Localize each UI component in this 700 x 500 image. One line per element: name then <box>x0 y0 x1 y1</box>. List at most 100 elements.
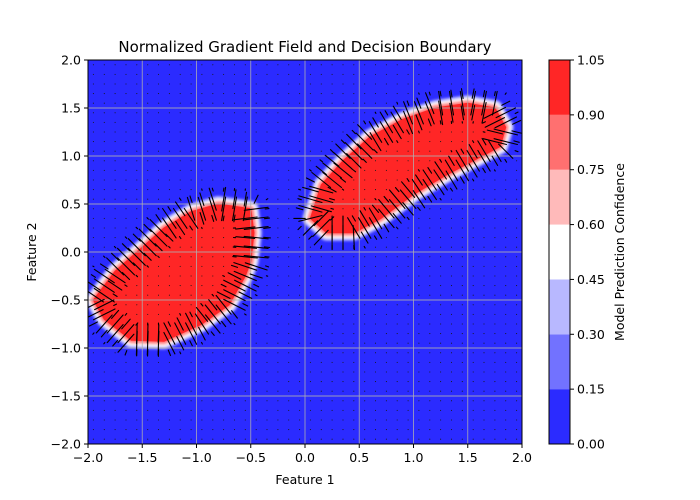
field-vector-point <box>440 64 442 66</box>
field-vector-point <box>342 381 344 383</box>
field-vector-arrow <box>504 92 507 95</box>
field-vector-point <box>309 438 311 440</box>
field-vector-point <box>168 381 170 383</box>
field-vector-point <box>429 381 431 383</box>
field-vector-arrow <box>412 190 426 209</box>
field-vector-point <box>299 409 301 411</box>
field-vector-point <box>223 237 225 239</box>
field-vector-point <box>472 73 474 75</box>
field-vector-point <box>179 409 181 411</box>
field-vector-point <box>407 323 409 325</box>
field-vector-point <box>516 237 518 239</box>
field-vector-point <box>223 361 225 363</box>
field-vector-point <box>147 150 149 152</box>
field-vector-point <box>168 438 170 440</box>
field-vector-point <box>309 429 311 431</box>
field-vector-point <box>505 342 507 344</box>
field-vector-point <box>223 141 225 143</box>
field-vector-point <box>309 361 311 363</box>
field-vector-point <box>505 179 507 181</box>
field-vector-point <box>179 390 181 392</box>
field-vector-point <box>418 294 420 296</box>
field-vector-point <box>244 102 246 104</box>
field-vector-arrow <box>263 217 271 220</box>
field-vector-point <box>385 400 387 402</box>
field-vector-point <box>255 102 257 104</box>
field-vector-point <box>483 294 485 296</box>
field-vector-point <box>233 429 236 431</box>
field-vector-point <box>364 93 366 95</box>
field-vector-point <box>277 150 279 152</box>
field-vector-arrow <box>95 314 113 334</box>
field-vector-arrow <box>223 298 246 311</box>
field-vector-point <box>299 169 301 171</box>
field-vector-point <box>429 400 431 402</box>
field-vector-point <box>244 342 246 344</box>
field-vector-point <box>190 256 192 258</box>
field-vector-point <box>364 313 366 315</box>
field-vector-arrow <box>424 101 435 125</box>
field-vector-arrow <box>124 236 128 239</box>
field-vector-arrow <box>167 206 172 212</box>
field-vector-point <box>440 256 442 258</box>
field-vector-arrow <box>484 117 506 128</box>
field-vector-point <box>505 208 507 210</box>
field-vector-point <box>440 323 442 325</box>
field-vector-arrow <box>189 340 193 347</box>
field-vector-point <box>103 150 105 152</box>
field-vector-point <box>320 342 322 344</box>
field-vector-point <box>147 208 149 210</box>
field-vector-point <box>223 381 225 383</box>
field-vector-point <box>190 160 192 162</box>
field-vector-point <box>483 265 485 267</box>
field-vector-point <box>288 265 290 267</box>
field-vector-point <box>179 64 181 66</box>
field-vector-arrow <box>232 189 237 210</box>
field-vector-point <box>407 141 409 143</box>
field-vector-point <box>472 400 474 402</box>
field-vector-point <box>168 150 170 152</box>
field-vector-point <box>288 390 290 392</box>
field-vector-point <box>244 160 246 162</box>
field-vector-point <box>440 409 442 411</box>
field-vector-arrow <box>168 245 171 249</box>
field-vector-point <box>255 64 257 66</box>
field-vector-point <box>147 285 149 287</box>
field-vector-point <box>266 313 268 315</box>
field-vector-point <box>288 256 290 258</box>
field-vector-point <box>385 285 387 287</box>
field-vector-point <box>331 265 333 267</box>
field-vector-point <box>168 313 170 315</box>
field-vector-point <box>440 400 442 402</box>
field-vector-point <box>364 371 366 373</box>
field-vector-point <box>288 179 290 181</box>
field-vector-point <box>440 208 442 210</box>
field-vector-point <box>440 265 442 267</box>
field-vector-point <box>342 265 344 267</box>
field-vector-point <box>320 294 322 296</box>
field-vector-point <box>440 313 442 315</box>
field-vector-point <box>136 304 138 306</box>
field-vector-point <box>266 121 268 123</box>
field-vector-arrow <box>179 313 182 316</box>
field-vector-arrow <box>179 351 182 355</box>
field-vector-point <box>266 150 268 152</box>
field-vector-arrow <box>165 233 174 242</box>
field-vector-point <box>147 179 149 181</box>
field-vector-point <box>168 265 170 267</box>
field-vector-point <box>429 371 431 373</box>
field-vector-point <box>255 93 257 95</box>
field-vector-point <box>103 237 105 239</box>
field-vector-arrow <box>112 293 118 298</box>
field-vector-point <box>103 361 105 363</box>
field-vector-point <box>320 64 322 66</box>
field-vector-point <box>450 409 453 411</box>
field-vector-point <box>223 342 225 344</box>
field-vector-point <box>505 438 507 440</box>
field-vector-arrow <box>111 309 120 319</box>
field-vector-point <box>440 342 442 344</box>
field-vector-point <box>179 419 181 421</box>
field-vector-point <box>277 64 279 66</box>
field-vector-point <box>472 83 474 85</box>
field-vector-arrow <box>379 121 394 143</box>
